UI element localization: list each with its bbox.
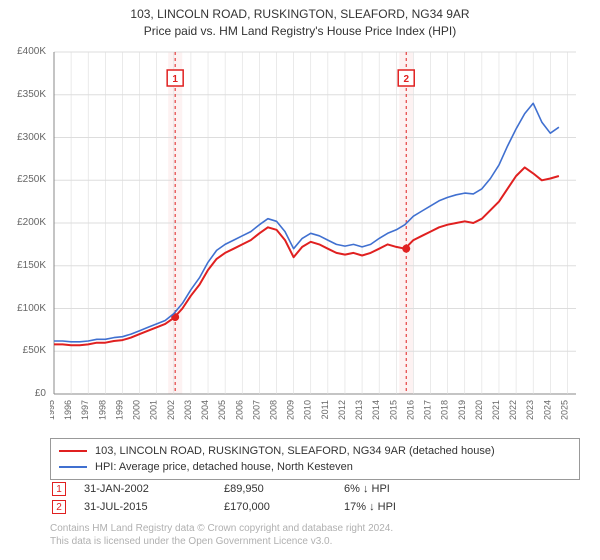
svg-text:2021: 2021 bbox=[491, 400, 501, 420]
svg-text:2017: 2017 bbox=[423, 400, 433, 420]
svg-text:2013: 2013 bbox=[354, 400, 364, 420]
svg-text:2010: 2010 bbox=[303, 400, 313, 420]
svg-text:2003: 2003 bbox=[183, 400, 193, 420]
sale-badge-icon: 2 bbox=[52, 500, 66, 514]
legend: 103, LINCOLN ROAD, RUSKINGTON, SLEAFORD,… bbox=[50, 438, 580, 480]
svg-text:2022: 2022 bbox=[508, 400, 518, 420]
svg-text:2012: 2012 bbox=[337, 400, 347, 420]
y-tick-label: £100K bbox=[17, 303, 46, 314]
title-line1: 103, LINCOLN ROAD, RUSKINGTON, SLEAFORD,… bbox=[0, 6, 600, 23]
footnote-line2: This data is licensed under the Open Gov… bbox=[50, 535, 580, 548]
legend-item-hpi: HPI: Average price, detached house, Nort… bbox=[59, 459, 571, 475]
y-tick-label: £200K bbox=[17, 217, 46, 228]
legend-swatch-icon bbox=[59, 450, 87, 452]
y-tick-label: £250K bbox=[17, 174, 46, 185]
svg-text:2023: 2023 bbox=[525, 400, 535, 420]
y-tick-label: £300K bbox=[17, 132, 46, 143]
svg-text:2004: 2004 bbox=[200, 400, 210, 420]
y-tick-label: £350K bbox=[17, 89, 46, 100]
footnote-line1: Contains HM Land Registry data © Crown c… bbox=[50, 522, 580, 535]
svg-text:2016: 2016 bbox=[405, 400, 415, 420]
svg-text:1: 1 bbox=[172, 74, 178, 85]
svg-text:2001: 2001 bbox=[149, 400, 159, 420]
svg-text:1995: 1995 bbox=[50, 400, 56, 420]
y-tick-label: £400K bbox=[17, 46, 46, 57]
chart: 1 2 1995 1996 1997 1998 1999 2000 2001 2002 2003 20… bbox=[50, 48, 580, 428]
legend-swatch-icon bbox=[59, 466, 87, 468]
svg-text:2006: 2006 bbox=[234, 400, 244, 420]
title-line2: Price paid vs. HM Land Registry's House … bbox=[0, 23, 600, 40]
y-tick-label: £50K bbox=[23, 345, 46, 356]
footnote: Contains HM Land Registry data © Crown c… bbox=[50, 522, 580, 548]
sale-price: £89,950 bbox=[224, 483, 344, 495]
svg-text:1999: 1999 bbox=[114, 400, 124, 420]
svg-text:1998: 1998 bbox=[97, 400, 107, 420]
y-tick-label: £150K bbox=[17, 260, 46, 271]
svg-text:1996: 1996 bbox=[63, 400, 73, 420]
sale-date: 31-JAN-2002 bbox=[84, 483, 224, 495]
svg-text:2007: 2007 bbox=[251, 400, 261, 420]
sale-date: 31-JUL-2015 bbox=[84, 501, 224, 513]
sale-diff: 6% ↓ HPI bbox=[344, 483, 390, 495]
svg-text:2024: 2024 bbox=[542, 400, 552, 420]
svg-text:2025: 2025 bbox=[559, 400, 569, 420]
sale-row: 2 31-JUL-2015£170,00017% ↓ HPI bbox=[50, 498, 580, 516]
svg-text:2: 2 bbox=[403, 74, 409, 85]
sale-price: £170,000 bbox=[224, 501, 344, 513]
sale-diff: 17% ↓ HPI bbox=[344, 501, 396, 513]
legend-item-price-paid: 103, LINCOLN ROAD, RUSKINGTON, SLEAFORD,… bbox=[59, 443, 571, 459]
svg-text:2009: 2009 bbox=[286, 400, 296, 420]
legend-label: HPI: Average price, detached house, Nort… bbox=[95, 461, 353, 473]
svg-text:2015: 2015 bbox=[388, 400, 398, 420]
svg-text:2000: 2000 bbox=[132, 400, 142, 420]
chart-title: 103, LINCOLN ROAD, RUSKINGTON, SLEAFORD,… bbox=[0, 0, 600, 40]
svg-text:2005: 2005 bbox=[217, 400, 227, 420]
svg-text:2018: 2018 bbox=[440, 400, 450, 420]
svg-text:2014: 2014 bbox=[371, 400, 381, 420]
svg-text:2011: 2011 bbox=[320, 400, 330, 419]
svg-text:2020: 2020 bbox=[474, 400, 484, 420]
sales-table: 1 31-JAN-2002£89,9506% ↓ HPI 2 31-JUL-2015£… bbox=[50, 480, 580, 516]
svg-text:2002: 2002 bbox=[166, 400, 176, 420]
svg-text:2008: 2008 bbox=[268, 400, 278, 420]
svg-text:1997: 1997 bbox=[80, 400, 90, 420]
legend-label: 103, LINCOLN ROAD, RUSKINGTON, SLEAFORD,… bbox=[95, 445, 495, 457]
y-tick-label: £0 bbox=[35, 388, 46, 399]
sale-badge-icon: 1 bbox=[52, 482, 66, 496]
svg-text:2019: 2019 bbox=[457, 400, 467, 420]
sale-row: 1 31-JAN-2002£89,9506% ↓ HPI bbox=[50, 480, 580, 498]
